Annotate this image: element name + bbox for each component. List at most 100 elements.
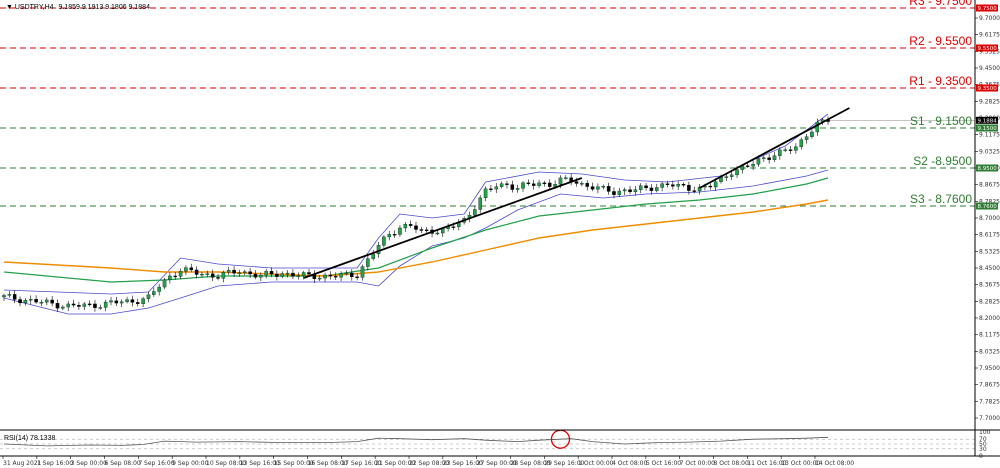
level-badge	[976, 4, 998, 12]
price-tick-label: 9.1175	[979, 132, 1000, 139]
candle-body	[205, 273, 210, 275]
candle-body	[638, 185, 643, 190]
candle-body	[119, 301, 124, 304]
candle-body	[259, 274, 263, 278]
candle-body	[34, 299, 38, 303]
candle-body	[221, 272, 226, 279]
ma-slow-line	[3, 199, 829, 277]
candle-body	[735, 169, 739, 176]
candle-body	[376, 245, 381, 255]
candle-body	[103, 301, 108, 308]
level-badge	[976, 202, 998, 210]
candle-body	[414, 225, 418, 230]
candle-body	[50, 299, 54, 304]
candle-body	[521, 182, 525, 189]
candle-body	[596, 186, 600, 190]
candle-body	[772, 155, 777, 160]
price-tick-label: 8.4500	[979, 265, 1000, 272]
candle-body	[243, 271, 247, 274]
candle-body	[515, 188, 520, 190]
level-badge	[976, 124, 998, 132]
level-badge-text: 9.3500	[978, 86, 998, 92]
time-tick-label: 17 Sep 16:00	[341, 460, 381, 467]
candle-body	[210, 273, 215, 278]
candle-body	[157, 286, 161, 292]
candle-body	[382, 236, 386, 246]
candle-body	[788, 149, 793, 151]
candle-body	[531, 183, 536, 186]
price-tick-label: 8.6175	[979, 232, 1000, 239]
rsi-tick-label: 100	[979, 429, 991, 436]
candle-body	[713, 181, 718, 188]
time-tick-label: 23 Sep 16:00	[443, 460, 483, 467]
candle-body	[483, 188, 488, 199]
candle-body	[82, 303, 87, 307]
level-label: R3 - 9.7500	[909, 0, 972, 8]
level-badge	[976, 164, 998, 172]
candle-body	[687, 184, 691, 191]
price-tick-label: 8.7825	[979, 199, 1000, 206]
candle-body	[505, 183, 509, 185]
candle-body	[671, 184, 675, 187]
trendline	[303, 177, 583, 279]
candle-body	[403, 224, 408, 229]
candle-body	[253, 273, 258, 278]
trendlines	[303, 107, 850, 279]
candle-body	[2, 295, 6, 298]
candle-body	[617, 190, 622, 195]
level-lines	[0, 7, 975, 207]
candle-body	[307, 272, 311, 275]
rsi-tick-label: 30	[979, 446, 987, 453]
candle-body	[45, 299, 49, 303]
candle-body	[510, 184, 515, 190]
candle-body	[655, 187, 659, 191]
candle-body	[18, 299, 22, 304]
candle-body	[216, 277, 220, 279]
candle-body	[269, 271, 274, 275]
moving-averages	[3, 177, 829, 283]
candle-body	[275, 273, 279, 277]
candle-body	[767, 157, 771, 160]
candle-body	[355, 276, 359, 278]
candle-body	[344, 272, 349, 275]
candle-body	[473, 209, 477, 216]
candle-body	[751, 163, 755, 167]
price-tick-label: 9.2825	[979, 99, 1000, 106]
candle-body	[778, 149, 782, 156]
current-price-text: 9.1884	[978, 118, 998, 124]
price-tick-label: 9.6175	[979, 32, 1000, 39]
candle-body	[419, 229, 424, 231]
rsi-pane: 1007050300	[0, 429, 991, 460]
candle-body	[633, 189, 638, 193]
candle-body	[350, 272, 354, 277]
price-tick-label: 8.8675	[979, 182, 1000, 189]
level-labels: R3 - 9.7500 R2 - 9.5500 R1 - 9.3500 S1 - 9.…	[909, 0, 972, 206]
candle-body	[398, 227, 402, 235]
time-tick-label: 31 Aug 2021	[3, 460, 42, 467]
candle-body	[574, 181, 579, 184]
candle-body	[542, 182, 547, 185]
price-tick-label: 8.2000	[979, 315, 1000, 322]
candle-body	[756, 158, 761, 165]
price-axis[interactable]: 9.70009.61759.53259.45009.36759.28259.20…	[975, 15, 1000, 422]
level-label: S1 - 9.1500	[910, 114, 972, 128]
time-tick-label: 22 Sep 08:00	[409, 460, 449, 467]
price-tick-label: 8.7000	[979, 215, 1000, 222]
candle-body	[745, 165, 750, 167]
time-tick-label: 13 Oct 00:00	[781, 460, 820, 467]
candle-body	[622, 189, 627, 192]
candle-body	[676, 184, 680, 187]
price-tick-label: 9.4500	[979, 65, 1000, 72]
candle-body	[681, 184, 686, 186]
candle-body	[114, 300, 119, 304]
candle-body	[371, 253, 375, 259]
candle-body	[815, 121, 820, 133]
candle-body	[451, 226, 456, 228]
candle-body	[333, 276, 338, 278]
candle-body	[296, 275, 301, 277]
candle-body	[478, 197, 482, 210]
bollinger-upper-line	[3, 113, 829, 295]
candle-body	[301, 272, 306, 276]
candle-body	[435, 232, 440, 235]
